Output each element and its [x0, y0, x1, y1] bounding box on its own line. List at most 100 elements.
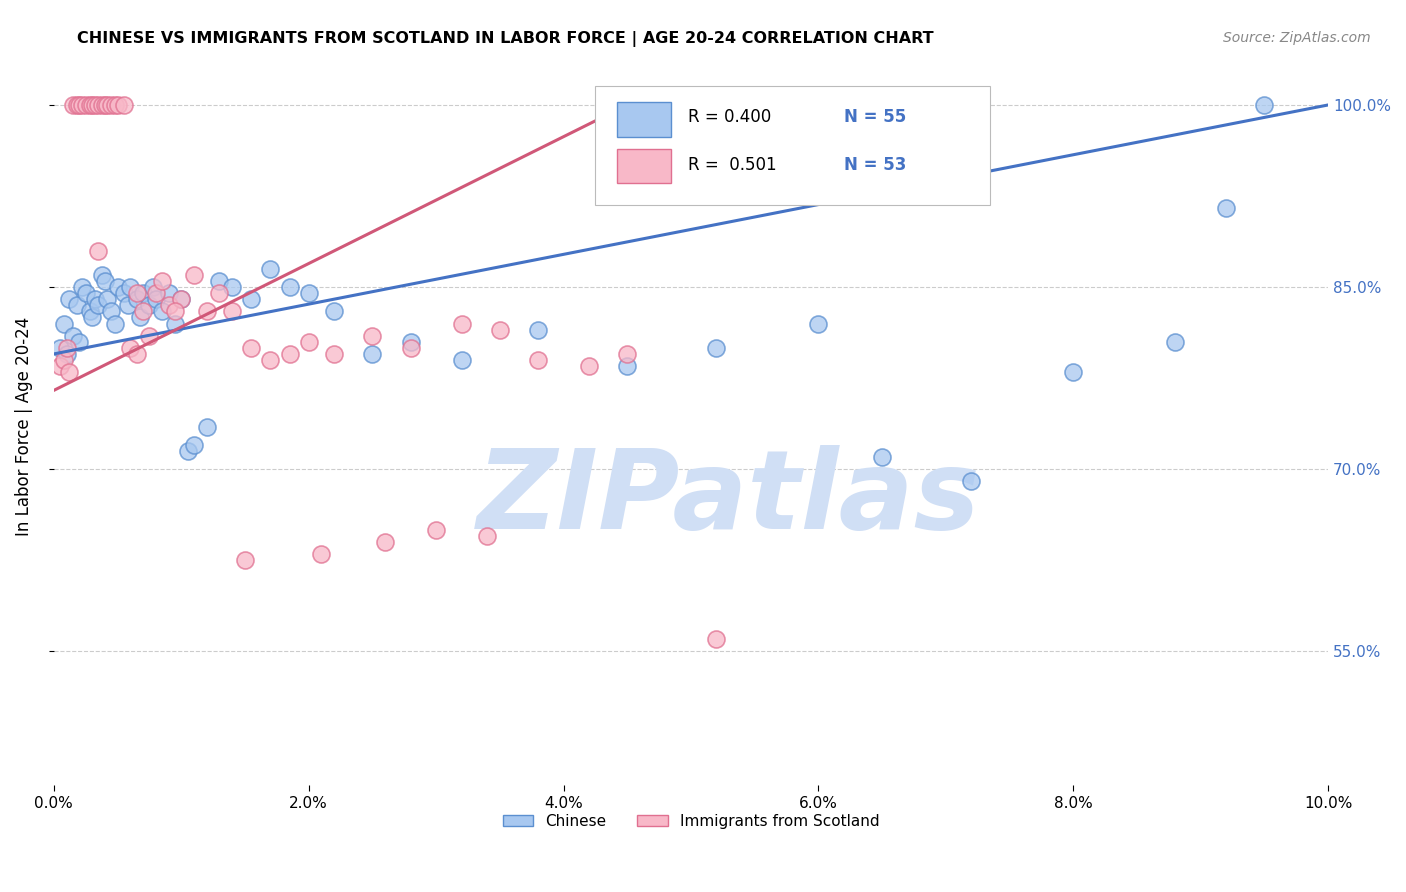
Point [132, 304, 155, 318]
Point [870, 450, 893, 465]
Point [278, 347, 301, 361]
Point [163, 317, 186, 331]
Text: CHINESE VS IMMIGRANTS FROM SCOTLAND IN LABOR FORCE | AGE 20-24 CORRELATION CHART: CHINESE VS IMMIGRANTS FROM SCOTLAND IN L… [77, 31, 934, 47]
Point [1253, 98, 1275, 112]
Point [208, 274, 231, 288]
Point [117, 298, 139, 312]
Point [361, 328, 384, 343]
Point [706, 632, 728, 647]
Point [145, 286, 167, 301]
Point [807, 317, 830, 331]
Point [361, 347, 384, 361]
Point [150, 274, 173, 288]
Point [298, 334, 321, 349]
Point [120, 280, 142, 294]
Point [240, 341, 263, 355]
Point [79, 98, 101, 112]
Point [112, 98, 135, 112]
Point [195, 304, 218, 318]
Point [94, 98, 117, 112]
Point [311, 547, 333, 561]
Point [70, 280, 93, 294]
Point [62, 98, 84, 112]
Point [55, 341, 77, 355]
Point [49, 341, 72, 355]
Point [142, 280, 165, 294]
Point [75, 286, 97, 301]
Point [62, 328, 84, 343]
Point [240, 293, 263, 307]
Point [138, 328, 160, 343]
Point [96, 293, 118, 307]
Point [104, 98, 127, 112]
Point [616, 359, 638, 373]
Point [399, 334, 422, 349]
Point [125, 286, 148, 301]
Point [578, 359, 600, 373]
Point [616, 347, 638, 361]
Point [150, 304, 173, 318]
Point [527, 353, 550, 368]
Point [374, 535, 396, 549]
Point [107, 98, 129, 112]
Point [259, 353, 281, 368]
Point [96, 98, 118, 112]
FancyBboxPatch shape [617, 149, 671, 183]
Text: R = 0.400: R = 0.400 [689, 108, 772, 127]
Point [100, 304, 122, 318]
Point [129, 310, 152, 325]
Point [67, 98, 90, 112]
Y-axis label: In Labor Force | Age 20-24: In Labor Force | Age 20-24 [15, 318, 32, 536]
Point [58, 293, 80, 307]
Point [450, 317, 472, 331]
Point [489, 323, 512, 337]
Point [87, 298, 110, 312]
Point [80, 310, 103, 325]
Point [91, 98, 114, 112]
Point [55, 347, 77, 361]
Point [1215, 201, 1237, 215]
Point [70, 98, 93, 112]
Point [323, 347, 346, 361]
Text: R =  0.501: R = 0.501 [689, 155, 778, 174]
Point [94, 274, 117, 288]
Point [195, 419, 218, 434]
Point [49, 359, 72, 373]
Text: Source: ZipAtlas.com: Source: ZipAtlas.com [1223, 31, 1371, 45]
Point [58, 365, 80, 379]
Point [112, 286, 135, 301]
Point [323, 304, 346, 318]
Point [75, 98, 97, 112]
Point [706, 341, 728, 355]
Point [100, 98, 122, 112]
Point [157, 286, 180, 301]
Point [183, 438, 205, 452]
Point [208, 286, 231, 301]
Point [450, 353, 472, 368]
Point [107, 280, 129, 294]
Point [157, 298, 180, 312]
Point [66, 298, 89, 312]
Point [163, 304, 186, 318]
Point [1062, 365, 1084, 379]
Point [104, 317, 127, 331]
Point [125, 293, 148, 307]
Point [183, 268, 205, 282]
Point [399, 341, 422, 355]
Text: N = 53: N = 53 [844, 155, 907, 174]
Point [80, 98, 103, 112]
Point [475, 529, 498, 543]
Point [138, 298, 160, 312]
Text: N = 55: N = 55 [844, 108, 905, 127]
Point [67, 334, 90, 349]
Point [960, 475, 983, 489]
Point [120, 341, 142, 355]
Point [278, 280, 301, 294]
Text: ZIPatlas: ZIPatlas [478, 445, 981, 552]
Point [527, 323, 550, 337]
Point [170, 293, 193, 307]
Point [221, 304, 243, 318]
Point [53, 317, 76, 331]
Point [170, 293, 193, 307]
Point [132, 286, 155, 301]
